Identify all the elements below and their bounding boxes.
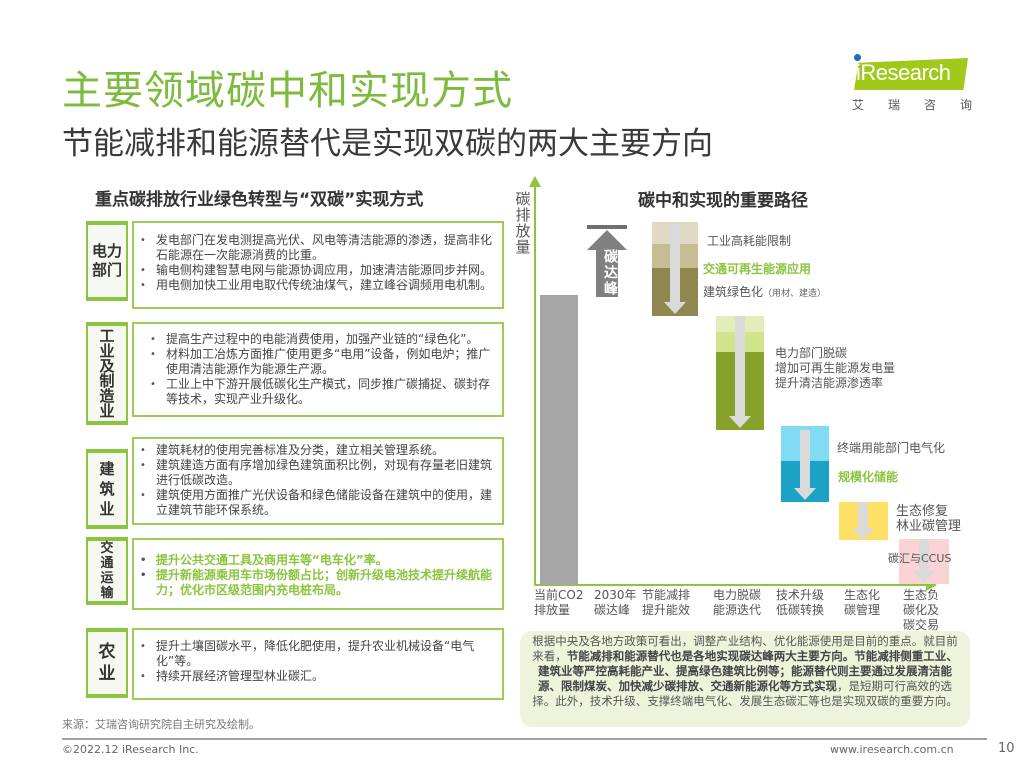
bullet-item: 工业上中下游开展低碳化生产模式，同步推广碳捕捉、碳封存等技术，实现产业升级化。 <box>150 377 494 407</box>
bullet-item: 提升公共交通工具及商用车等“电车化”率。 <box>140 553 494 568</box>
sector-content: 提升公共交通工具及商用车等“电车化”率。 提升新能源乘用车市场份额占比；创新升级… <box>132 538 504 610</box>
logo-text: iResearch <box>856 60 951 85</box>
step-label: 碳汇与CCUS <box>888 552 952 565</box>
iresearch-logo: iResearch 艾 瑞 咨 询 <box>846 52 976 116</box>
step-label: 工业高耗能限制 <box>707 234 792 248</box>
sector-content: 提升土壤固碳水平，降低化肥使用，提升农业机械设备“电气化”等。 持续开展经济管理… <box>132 628 504 700</box>
x-axis-arrow-icon <box>926 579 937 591</box>
y-axis <box>534 185 536 586</box>
bullet-item: 提高生产过程中的电能消费使用，加强产业链的“绿色化”。 <box>150 332 494 347</box>
sector-label: 农 业 <box>86 628 128 698</box>
x-axis <box>534 584 928 586</box>
down-arrow-icon <box>852 528 874 540</box>
up-arrow-icon <box>587 230 627 250</box>
down-arrow-icon <box>913 571 935 583</box>
step-block-ecology <box>839 502 888 540</box>
down-arrow-icon <box>729 416 751 428</box>
sector-content: 提高生产过程中的电能消费使用，加强产业链的“绿色化”。 材料加工冶炼方面推广使用… <box>132 322 504 417</box>
step-block-carbon-sink <box>899 539 949 584</box>
step-label: 规模化储能 <box>838 470 899 484</box>
sector-label: 交 通 运 输 <box>86 537 128 605</box>
bullet-item: 材料加工冶炼方面推广使用更多“电用”设备，例如电炉；推广使用清洁能源作为能源生产… <box>150 347 494 377</box>
page-subtitle: 节能减排和能源替代是实现双碳的两大主要方向 <box>62 126 713 162</box>
bullet-item: 建筑建造方面有序增加绿色建筑面积比例，对现有存量老旧建筑进行低碳改造。 <box>140 458 494 488</box>
step-label: 增加可再生能源发电量 <box>775 361 896 375</box>
step-label: 林业碳管理 <box>896 519 962 534</box>
step-block-power-decarbonization <box>716 316 764 430</box>
step-block-tech-upgrade <box>781 426 829 502</box>
y-axis-arrow-icon <box>529 176 541 187</box>
x-category: 节能减排提升能效 <box>642 588 691 617</box>
source-note: 来源：艾瑞咨询研究院自主研究及绘制。 <box>62 718 260 731</box>
bullet-item: 发电部门在发电测提高光伏、风电等清洁能源的渗透，提高非化石能源在一次能源消费的比… <box>140 233 494 263</box>
step-block-energy-saving <box>652 222 698 316</box>
down-arrow-icon <box>794 488 816 500</box>
logo-badge <box>854 58 968 90</box>
x-category: 当前CO2排放量 <box>534 588 584 617</box>
step-label: 生态修复 <box>896 504 949 519</box>
bullet-item: 持续开展经济管理型林业碳汇。 <box>140 669 494 684</box>
sector-content: 建筑耗材的使用完善标准及分类，建立相关管理系统。 建筑建造方面有序增加绿色建筑面… <box>132 437 504 525</box>
logo-dot-icon <box>854 54 861 61</box>
bullet-item: 输电侧构建智慧电网与能源协调应用，加速清洁能源同步并网。 <box>140 263 494 278</box>
page-number: 10 <box>998 741 1015 756</box>
bullet-item: 提升新能源乘用车市场份额占比；创新升级电池技术提升续航能力；优化市区级范围内充电… <box>140 568 494 598</box>
chart-title: 碳中和实现的重要路径 <box>638 191 808 211</box>
step-label: 终端用能部门电气化 <box>837 441 946 455</box>
step-label: 电力部门脱碳 <box>775 346 848 360</box>
bullet-item: 建筑耗材的使用完善标准及分类，建立相关管理系统。 <box>140 443 494 458</box>
sector-label: 工 业 及 制 造 业 <box>86 322 128 425</box>
x-category: 技术升级低碳转换 <box>776 588 825 617</box>
x-category: 2030年碳达峰 <box>594 588 637 617</box>
sector-label: 建 筑 业 <box>86 449 128 529</box>
website-link[interactable]: www.iresearch.com.cn <box>830 743 954 756</box>
bullet-item: 提升土壤固碳水平，降低化肥使用，提升农业机械设备“电气化”等。 <box>140 639 494 669</box>
bullet-item: 用电侧加快工业用电取代传统油煤气，建立峰谷调频用电机制。 <box>140 278 494 293</box>
bullet-item: 建筑使用方面推广光伏设备和绿色储能设备在建筑中的使用，建立建筑节能环保系统。 <box>140 488 494 518</box>
step-label: 交通可再生能源应用 <box>703 262 812 276</box>
peak-arrow-label: 碳达峰 <box>596 249 618 297</box>
x-category: 电力脱碳能源迭代 <box>713 588 762 617</box>
peak-cap-line <box>587 225 627 229</box>
sector-label: 电力 部门 <box>86 221 128 301</box>
footer-divider <box>62 738 987 740</box>
page-title: 主要领域碳中和实现方式 <box>62 68 513 114</box>
step-label: 提升清洁能源渗透率 <box>775 376 884 390</box>
logo-cn-text: 艾 瑞 咨 询 <box>852 98 972 112</box>
down-arrow-icon <box>664 302 686 314</box>
step-label: 建筑绿色化（用材、建造） <box>703 285 827 299</box>
summary-callout: 根据中央及各地方政策可看出，调整产业结构、优化能源使用是目前的重点。就目前来看，… <box>520 631 970 727</box>
left-panel-heading: 重点碳排放行业绿色转型与“双碳”实现方式 <box>95 190 424 210</box>
sector-content: 发电部门在发电测提高光伏、风电等清洁能源的渗透，提高非化石能源在一次能源消费的比… <box>132 221 504 309</box>
bar-current-emissions <box>540 295 578 585</box>
copyright: ©2022.12 iResearch Inc. <box>62 743 199 756</box>
y-axis-label: 碳排放量 <box>515 190 531 256</box>
x-category: 生态化碳管理 <box>844 588 881 617</box>
